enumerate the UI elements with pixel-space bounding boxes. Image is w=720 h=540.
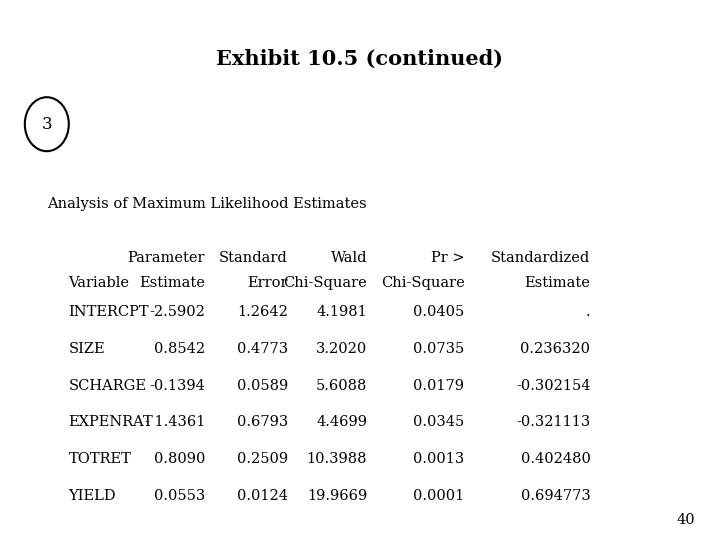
Text: Standardized: Standardized (491, 251, 590, 265)
Text: 40: 40 (676, 512, 695, 526)
Text: 4.1981: 4.1981 (317, 305, 367, 319)
Text: -0.1394: -0.1394 (149, 379, 205, 393)
Text: 0.0124: 0.0124 (237, 489, 288, 503)
Text: 0.0345: 0.0345 (413, 415, 464, 429)
Text: Standard: Standard (220, 251, 288, 265)
Text: .: . (586, 305, 590, 319)
Text: 10.3988: 10.3988 (307, 452, 367, 466)
Text: -0.321113: -0.321113 (516, 415, 590, 429)
Text: 0.0735: 0.0735 (413, 342, 464, 356)
Text: Chi-Square: Chi-Square (381, 276, 464, 291)
Text: YIELD: YIELD (68, 489, 116, 503)
Text: 19.9669: 19.9669 (307, 489, 367, 503)
Text: 0.0589: 0.0589 (237, 379, 288, 393)
Text: Wald: Wald (330, 251, 367, 265)
Text: 0.8090: 0.8090 (154, 452, 205, 466)
Text: 3: 3 (42, 116, 52, 133)
Text: INTERCPT: INTERCPT (68, 305, 149, 319)
Text: 0.4773: 0.4773 (237, 342, 288, 356)
Text: 0.0405: 0.0405 (413, 305, 464, 319)
Text: 3.2020: 3.2020 (316, 342, 367, 356)
Text: Analysis of Maximum Likelihood Estimates: Analysis of Maximum Likelihood Estimates (47, 197, 366, 211)
Text: Exhibit 10.5 (continued): Exhibit 10.5 (continued) (217, 49, 503, 69)
Text: 0.0001: 0.0001 (413, 489, 464, 503)
Text: -0.302154: -0.302154 (516, 379, 590, 393)
Text: Estimate: Estimate (140, 276, 205, 291)
Text: Error: Error (248, 276, 288, 291)
Text: Chi-Square: Chi-Square (284, 276, 367, 291)
Text: 0.402480: 0.402480 (521, 452, 590, 466)
Text: 1.2642: 1.2642 (237, 305, 288, 319)
Text: 0.694773: 0.694773 (521, 489, 590, 503)
Text: 0.0013: 0.0013 (413, 452, 464, 466)
Text: TOTRET: TOTRET (68, 452, 131, 466)
Text: -2.5902: -2.5902 (149, 305, 205, 319)
Text: SIZE: SIZE (68, 342, 105, 356)
Text: 0.0179: 0.0179 (413, 379, 464, 393)
Text: Pr >: Pr > (431, 251, 464, 265)
Text: 0.2509: 0.2509 (237, 452, 288, 466)
Text: - 1.4361: - 1.4361 (145, 415, 205, 429)
Text: Variable: Variable (68, 276, 130, 291)
Text: 4.4699: 4.4699 (316, 415, 367, 429)
Text: 0.0553: 0.0553 (154, 489, 205, 503)
Text: Estimate: Estimate (525, 276, 590, 291)
Text: 0.6793: 0.6793 (237, 415, 288, 429)
Text: Parameter: Parameter (127, 251, 205, 265)
Text: 0.236320: 0.236320 (521, 342, 590, 356)
Text: 0.8542: 0.8542 (154, 342, 205, 356)
Text: 5.6088: 5.6088 (316, 379, 367, 393)
Text: EXPENRAT: EXPENRAT (68, 415, 153, 429)
Text: SCHARGE: SCHARGE (68, 379, 146, 393)
